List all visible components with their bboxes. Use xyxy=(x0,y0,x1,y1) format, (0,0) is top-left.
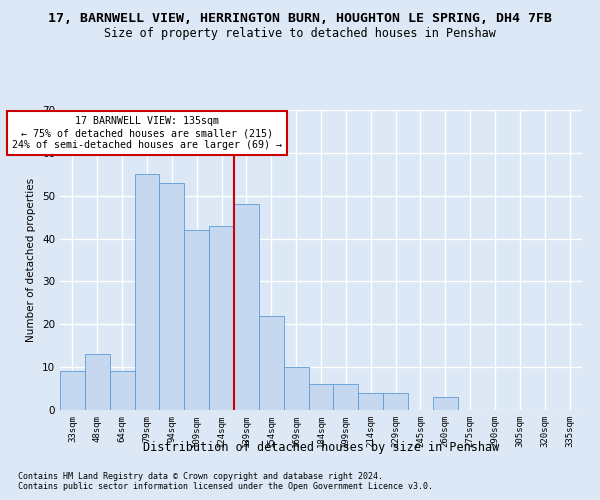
Text: Distribution of detached houses by size in Penshaw: Distribution of detached houses by size … xyxy=(143,441,499,454)
Bar xyxy=(334,384,358,410)
Text: 17, BARNWELL VIEW, HERRINGTON BURN, HOUGHTON LE SPRING, DH4 7FB: 17, BARNWELL VIEW, HERRINGTON BURN, HOUG… xyxy=(48,12,552,26)
Bar xyxy=(284,367,308,410)
Bar xyxy=(358,393,383,410)
Y-axis label: Number of detached properties: Number of detached properties xyxy=(26,178,37,342)
Bar xyxy=(184,230,209,410)
Bar xyxy=(85,354,110,410)
Bar xyxy=(160,183,184,410)
Text: Contains public sector information licensed under the Open Government Licence v3: Contains public sector information licen… xyxy=(18,482,433,491)
Text: Contains HM Land Registry data © Crown copyright and database right 2024.: Contains HM Land Registry data © Crown c… xyxy=(18,472,383,481)
Bar xyxy=(308,384,334,410)
Bar xyxy=(110,372,134,410)
Bar xyxy=(433,397,458,410)
Text: 17 BARNWELL VIEW: 135sqm
← 75% of detached houses are smaller (215)
24% of semi-: 17 BARNWELL VIEW: 135sqm ← 75% of detach… xyxy=(12,116,282,150)
Bar xyxy=(60,372,85,410)
Bar xyxy=(259,316,284,410)
Bar xyxy=(234,204,259,410)
Bar xyxy=(134,174,160,410)
Bar xyxy=(383,393,408,410)
Text: Size of property relative to detached houses in Penshaw: Size of property relative to detached ho… xyxy=(104,28,496,40)
Bar xyxy=(209,226,234,410)
